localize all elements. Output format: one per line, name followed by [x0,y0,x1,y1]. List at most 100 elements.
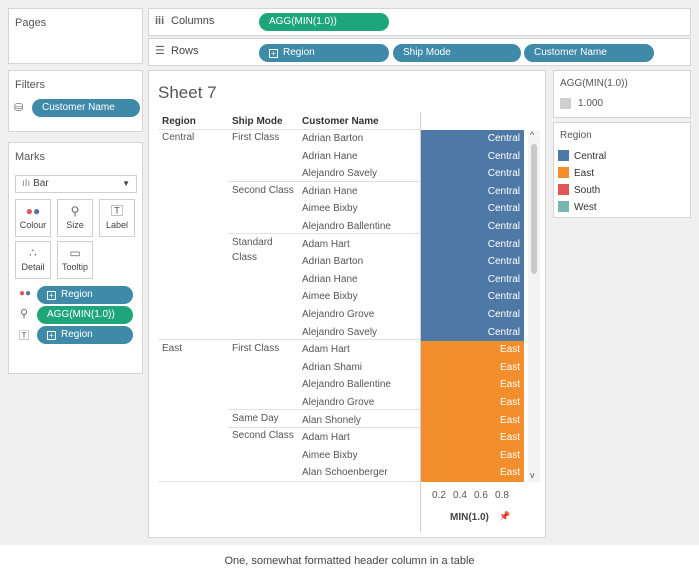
legend-item-south[interactable]: South [558,184,600,198]
bar-label: Central [487,309,520,320]
chevron-down-icon: ▼ [122,179,130,188]
label-icon: 🅃 [110,204,123,218]
region-cell: East [162,343,183,354]
size-button[interactable]: ⚲ Size [57,199,93,237]
axis-tick-label: 0.6 [474,490,488,501]
expand-icon: + [269,49,278,58]
customer-name-cell: Adrian Barton [302,256,364,268]
size-legend: AGG(MIN(1.0)) 1.000 [553,70,691,118]
bar-mark[interactable]: East [421,358,524,377]
marks-pill-label: Region [61,329,93,340]
scroll-down-arrow[interactable]: v [530,470,535,480]
bar-label: East [499,361,520,373]
label-button[interactable]: 🅃 Label [99,199,135,237]
bar-mark[interactable]: Central [421,130,524,148]
bar-label: Central [487,273,520,285]
customer-name-cell: Adam Hart [302,238,350,250]
filter-pill-label: Customer Name [42,102,115,113]
rows-customer-name-pill[interactable]: Customer Name [524,44,654,62]
legend-item-central[interactable]: Central [558,150,606,164]
bar-mark[interactable]: East [421,411,524,430]
axis-tick-label: 0.8 [495,490,509,501]
columns-agg-pill[interactable]: AGG(MIN(1.0)) [259,13,389,31]
legend-label: Central [574,151,607,162]
bar-label: Central [487,133,520,144]
bar-mark[interactable]: Central [421,147,524,166]
customer-name-cell: Adrian Barton [302,133,364,144]
customer-name-cell: Adrian Shami [302,361,363,373]
group-divider [228,409,420,410]
bar-label: East [499,397,520,408]
vertical-scrollbar[interactable]: ^ v [528,130,540,482]
filter-customer-name-pill[interactable]: Customer Name [32,99,140,117]
detail-button[interactable]: ∴ Detail [15,241,51,279]
group-divider [158,481,420,482]
tooltip-icon: ▭ [69,246,81,260]
bar-label: East [499,432,520,444]
tableau-workspace: Pages Filters ⛁ Customer Name Marks ıIı … [0,0,699,545]
bar-mark[interactable]: East [421,376,524,395]
customer-name-cell: Alejandro Ballentine [302,221,391,232]
legend-item-west[interactable]: West [558,201,597,215]
columns-icon: iii [155,15,165,27]
color-legend: Region Central East South West [553,122,691,218]
customer-name-cell: Adrian Hane [302,150,358,162]
bar-mark[interactable]: East [421,464,524,483]
bar-mark[interactable]: Central [421,323,524,342]
filters-title: Filters [15,79,45,91]
size-card-icon: ⚲ [20,308,29,320]
expand-icon: + [47,291,56,300]
scroll-up-arrow[interactable]: ^ [530,130,535,140]
bar-mark[interactable]: Central [421,306,524,324]
figure-caption: One, somewhat formatted header column in… [224,555,475,567]
bar-mark[interactable]: Central [421,182,524,201]
marks-card: Marks ıIı Bar ▼ ●● Colour ⚲ Size 🅃 Label… [8,142,143,374]
marks-region-colour-pill[interactable]: + Region [37,286,133,304]
bar-mark[interactable]: Central [421,253,524,272]
scrollbar-thumb[interactable] [531,144,537,274]
pages-title: Pages [15,17,47,29]
bar-mark[interactable]: Central [421,165,524,184]
rows-pill-label: Region [283,47,315,58]
mark-type-select[interactable]: ıIı Bar ▼ [15,175,137,193]
bar-mark[interactable]: Central [421,200,524,219]
axis-title[interactable]: MIN(1.0) [450,512,489,523]
bar-mark[interactable]: Central [421,218,524,236]
rows-ship-mode-pill[interactable]: Ship Mode [393,44,521,62]
group-divider [228,181,420,182]
colour-button[interactable]: ●● Colour [15,199,51,237]
header-divider [158,129,420,130]
ship-mode-cell: Same Day [232,413,279,424]
rows-region-pill[interactable]: + Region [259,44,389,62]
legend-item-east[interactable]: East [558,167,594,181]
customer-name-cell: Alejandro Savely [302,168,378,180]
bar-label: East [499,344,520,356]
marks-size-pill[interactable]: AGG(MIN(1.0)) [37,306,133,324]
bar-mark[interactable]: East [421,429,524,448]
columns-pill-label: AGG(MIN(1.0)) [269,16,337,27]
bar-mark[interactable]: East [421,341,524,360]
colour-label: Colour [19,220,47,230]
pin-icon[interactable]: 📌 [499,511,511,521]
customer-name-cell: Aimee Bixby [302,291,358,303]
customer-name-cell: Aimee Bixby [302,449,358,461]
bar-chart-icon: ıIı [22,178,31,189]
rows-icon: ☰ [155,45,165,57]
bar-mark[interactable]: Central [421,270,524,289]
bar-pane-left-border [420,112,421,532]
size-icon: ⚲ [70,204,80,218]
size-legend-value: 1.000 [578,98,604,109]
axis-tick-label: 0.4 [453,490,467,501]
bar-label: East [499,379,520,391]
bar-mark[interactable]: East [421,446,524,465]
bar-mark[interactable]: Central [421,288,524,307]
customer-name-cell: Adrian Hane [302,273,358,285]
marks-region-label-pill[interactable]: + Region [37,326,133,344]
bar-label: East [499,449,520,461]
marks-title: Marks [15,151,45,163]
bar-mark[interactable]: East [421,394,524,412]
tooltip-button[interactable]: ▭ Tooltip [57,241,93,279]
ship-mode-cell: Second Class [232,430,294,441]
bar-mark[interactable]: Central [421,235,524,254]
mark-type-label: Bar [33,178,49,189]
